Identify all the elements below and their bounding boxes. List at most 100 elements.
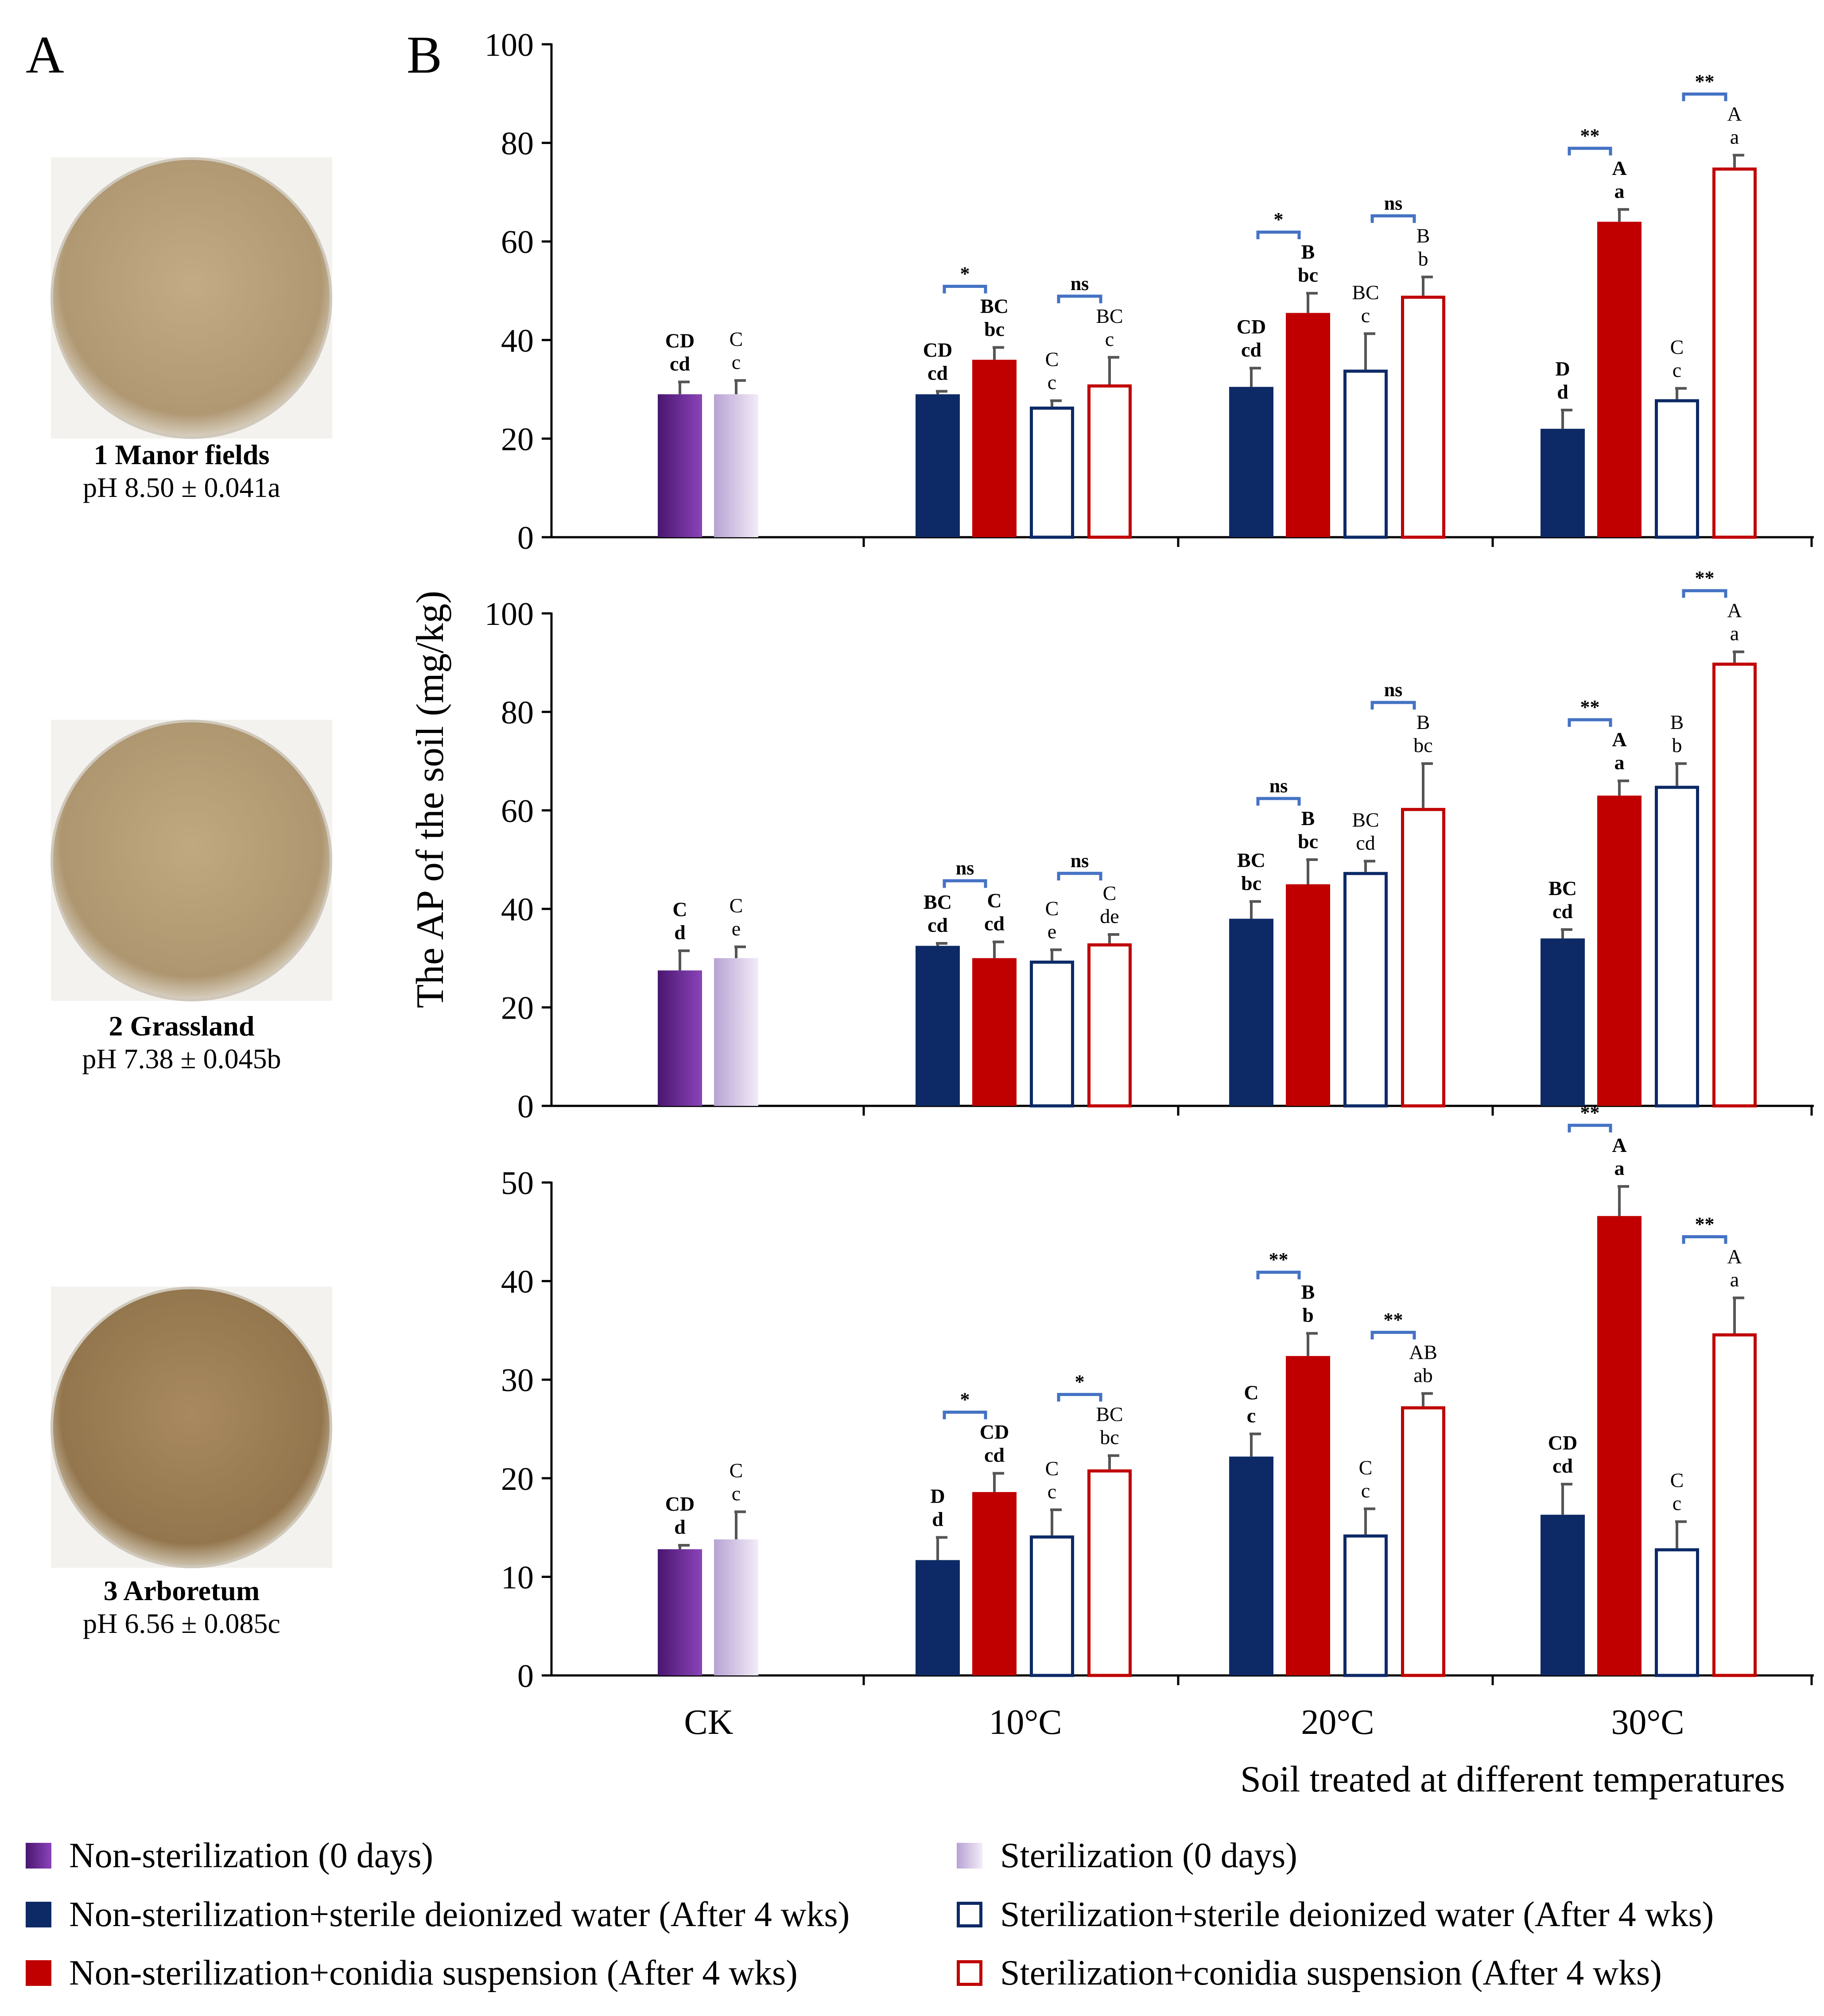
bar	[658, 1549, 702, 1675]
significance-letter-lower: a	[1614, 1157, 1625, 1179]
significance-marker: ns	[1269, 775, 1288, 797]
significance-letter-lower: cd	[1356, 831, 1375, 854]
significance-letter-upper: A	[1612, 728, 1626, 751]
significance-bracket	[943, 1411, 987, 1419]
significance-letter-upper: A	[1612, 1134, 1626, 1156]
significance-letter-upper: A	[1727, 1245, 1742, 1268]
significance-letter-lower: cd	[1552, 1454, 1573, 1477]
significance-letter-lower: bc	[1413, 734, 1432, 756]
significance-letter-upper: B	[1417, 224, 1430, 247]
significance-marker: **	[1269, 1249, 1288, 1271]
significance-marker: ns	[1071, 850, 1089, 872]
legend-label: Sterilization+conidia suspension (After …	[1000, 1953, 1662, 1993]
significance-letter-upper: C	[730, 328, 743, 350]
significance-bracket	[1682, 1235, 1727, 1244]
significance-letter-lower: c	[1048, 1480, 1056, 1503]
significance-letter-upper: CD	[980, 1421, 1009, 1443]
significance-letter-upper: C	[1045, 1457, 1059, 1480]
y-tick-label: 20	[501, 990, 534, 1027]
significance-letter-lower: a	[1614, 751, 1625, 774]
y-tick-label: 60	[501, 224, 534, 260]
x-tick-ck: CK	[684, 1703, 733, 1742]
significance-letter-lower: d	[674, 1516, 686, 1538]
significance-letter-upper: A	[1727, 599, 1742, 622]
bar	[1401, 808, 1445, 1108]
significance-letter-upper: A	[1727, 102, 1742, 125]
legend-item-nonsterile-conidia: Non-sterilization+conidia suspension (Af…	[26, 1953, 798, 1993]
significance-bracket	[1568, 1124, 1612, 1132]
legend-item-sterile-conidia: Sterilization+conidia suspension (After …	[957, 1953, 1662, 1993]
bar	[1229, 1456, 1273, 1675]
bar	[1087, 384, 1132, 539]
significance-letter-upper: C	[1670, 1469, 1684, 1492]
legend-label: Non-sterilization (0 days)	[69, 1836, 433, 1875]
soil-dish-3	[50, 1287, 332, 1568]
bar	[1087, 943, 1132, 1108]
significance-marker: *	[1075, 1371, 1085, 1393]
significance-letter-upper: CD	[923, 339, 952, 361]
significance-letter-upper: AB	[1409, 1341, 1437, 1363]
significance-letter-lower: bc	[984, 318, 1005, 340]
bar	[1541, 1515, 1585, 1675]
y-tick-label: 0	[517, 1658, 534, 1694]
legend-label: Non-sterilization+conidia suspension (Af…	[69, 1953, 798, 1993]
bar	[658, 970, 702, 1106]
bar	[1655, 399, 1699, 539]
significance-letter-lower: c	[1361, 304, 1370, 326]
bar	[1712, 167, 1757, 539]
y-tick-label: 50	[501, 1165, 534, 1202]
significance-letter-upper: BC	[980, 295, 1009, 317]
bar	[1541, 938, 1585, 1106]
legend-swatch	[26, 1902, 51, 1927]
y-tick-label: 60	[501, 793, 534, 830]
significance-letter-lower: d	[674, 921, 686, 944]
legend-item-ck-sterile: Sterilization (0 days)	[957, 1836, 1297, 1876]
significance-bracket	[1256, 797, 1301, 806]
bar	[1597, 795, 1642, 1106]
significance-marker: *	[960, 1389, 970, 1411]
significance-letter-upper: C	[1045, 897, 1059, 919]
y-tick-label: 20	[501, 421, 534, 457]
significance-letter-upper: B	[1301, 240, 1315, 263]
y-tick-label: 40	[501, 892, 534, 928]
significance-letter-lower: c	[1673, 1492, 1681, 1515]
soil-ph: pH 6.56 ± 0.085c	[83, 1608, 280, 1639]
significance-letter-lower: c	[1361, 1479, 1370, 1502]
significance-marker: **	[1580, 125, 1600, 147]
significance-bracket	[1568, 718, 1612, 727]
soil-caption-2: 2 Grassland pH 7.38 ± 0.045b	[13, 1010, 350, 1075]
significance-letter-lower: a	[1730, 622, 1739, 645]
soil-name: 1 Manor fields	[93, 439, 270, 470]
bar	[972, 1492, 1017, 1675]
significance-letter-upper: BC	[1548, 877, 1577, 899]
significance-bracket	[1256, 1271, 1301, 1279]
bar	[1655, 786, 1699, 1108]
bar	[1286, 1356, 1330, 1675]
significance-letter-lower: a	[1730, 1268, 1739, 1291]
bar	[1343, 872, 1388, 1108]
legend-label: Sterilization+sterile deionized water (A…	[1000, 1895, 1714, 1934]
bar	[1597, 221, 1642, 537]
legend-swatch	[957, 1960, 982, 1986]
bar	[1229, 387, 1273, 537]
legend-item-nonsterile-water: Non-sterilization+sterile deionized wate…	[26, 1895, 850, 1935]
significance-bracket	[1370, 214, 1416, 223]
significance-letter-upper: BC	[1237, 849, 1265, 872]
significance-letter-upper: C	[1103, 882, 1117, 904]
significance-marker: ns	[956, 857, 974, 879]
bar	[1030, 960, 1074, 1108]
significance-letter-lower: c	[1105, 328, 1114, 350]
y-tick-label: 100	[485, 27, 534, 63]
y-tick-label: 40	[501, 1264, 534, 1300]
significance-letter-upper: C	[1045, 348, 1059, 371]
significance-letter-upper: C	[1670, 336, 1684, 358]
soil-ph: pH 8.50 ± 0.041a	[83, 472, 280, 503]
